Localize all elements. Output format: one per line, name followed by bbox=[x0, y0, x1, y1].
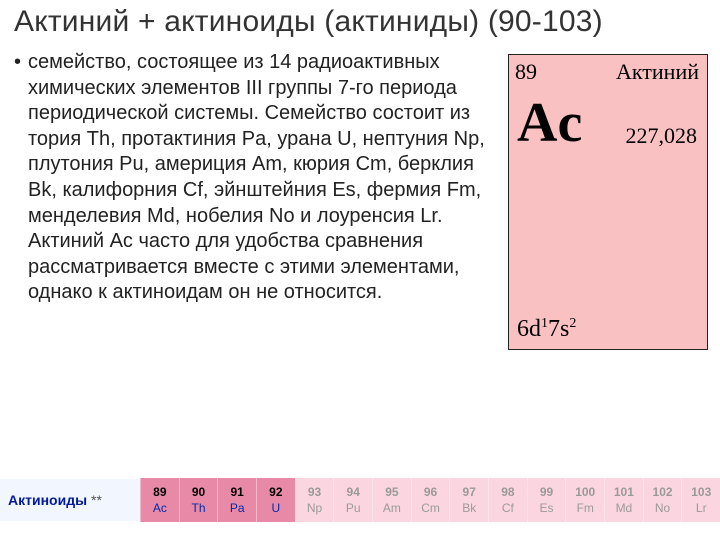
strip-cell-no: 102No bbox=[643, 478, 682, 522]
strip-cell-symbol: Pa bbox=[230, 500, 245, 516]
strip-cell-number: 92 bbox=[269, 484, 282, 500]
strip-cell-np: 93Np bbox=[295, 478, 334, 522]
strip-cell-number: 102 bbox=[653, 484, 673, 500]
slide-title: Актиний + актиноиды (актиниды) (90-103) bbox=[14, 4, 708, 40]
strip-cell-symbol: Fm bbox=[577, 500, 594, 516]
strip-cell-u: 92U bbox=[256, 478, 295, 522]
strip-cell-cm: 96Cm bbox=[411, 478, 450, 522]
strip-cell-number: 91 bbox=[231, 484, 244, 500]
strip-cell-number: 93 bbox=[308, 484, 321, 500]
body-bullet: семейство, состоящее из 14 радиоактивных… bbox=[28, 50, 498, 306]
element-configuration: 6d17s2 bbox=[517, 316, 576, 343]
body-text-block: семейство, состоящее из 14 радиоактивных… bbox=[14, 50, 500, 306]
strip-label: Актиноиды bbox=[8, 492, 87, 508]
content-row: семейство, состоящее из 14 радиоактивных… bbox=[14, 50, 708, 350]
strip-cell-number: 95 bbox=[385, 484, 398, 500]
strip-cell-number: 90 bbox=[192, 484, 205, 500]
strip-cell-number: 103 bbox=[691, 484, 711, 500]
strip-cell-md: 101Md bbox=[604, 478, 643, 522]
strip-cell-symbol: Np bbox=[307, 500, 322, 516]
strip-label-cell: Актиноиды ** bbox=[0, 478, 140, 522]
strip-cell-symbol: Cm bbox=[421, 500, 440, 516]
strip-cell-ac: 89Ac bbox=[140, 478, 179, 522]
strip-cell-number: 100 bbox=[575, 484, 595, 500]
strip-cell-fm: 100Fm bbox=[565, 478, 604, 522]
strip-cell-am: 95Am bbox=[372, 478, 411, 522]
actinoid-strip: Актиноиды ** 89Ac90Th91Pa92U93Np94Pu95Am… bbox=[0, 478, 720, 522]
strip-cell-symbol: Pu bbox=[346, 500, 361, 516]
strip-cell-symbol: U bbox=[272, 500, 281, 516]
strip-cell-number: 101 bbox=[614, 484, 634, 500]
element-card: 89 Актиний Ac 227,028 6d17s2 bbox=[508, 54, 708, 350]
element-name: Актиний bbox=[616, 59, 699, 85]
strip-cell-es: 99Es bbox=[527, 478, 566, 522]
strip-cell-symbol: Am bbox=[383, 500, 401, 516]
strip-cell-symbol: Lr bbox=[696, 500, 707, 516]
slide: Актиний + актиноиды (актиниды) (90-103) … bbox=[0, 0, 720, 540]
element-mass: 227,028 bbox=[626, 123, 698, 149]
strip-cell-number: 99 bbox=[540, 484, 553, 500]
strip-cell-number: 89 bbox=[153, 484, 166, 500]
strip-cell-symbol: Th bbox=[192, 500, 206, 516]
strip-cell-cf: 98Cf bbox=[488, 478, 527, 522]
strip-cell-number: 98 bbox=[501, 484, 514, 500]
strip-cell-bk: 97Bk bbox=[449, 478, 488, 522]
strip-cell-symbol: Md bbox=[616, 500, 633, 516]
strip-cell-number: 94 bbox=[347, 484, 360, 500]
strip-cell-symbol: Bk bbox=[462, 500, 476, 516]
strip-cell-symbol: Ac bbox=[153, 500, 167, 516]
element-number: 89 bbox=[515, 59, 537, 85]
strip-cell-symbol: No bbox=[655, 500, 670, 516]
element-symbol: Ac bbox=[517, 91, 582, 155]
strip-cell-lr: 103Lr bbox=[681, 478, 720, 522]
strip-cell-pu: 94Pu bbox=[333, 478, 372, 522]
strip-cell-th: 90Th bbox=[179, 478, 218, 522]
strip-asterisks: ** bbox=[91, 492, 102, 508]
strip-cell-number: 97 bbox=[463, 484, 476, 500]
strip-cell-pa: 91Pa bbox=[217, 478, 256, 522]
strip-cell-symbol: Es bbox=[540, 500, 554, 516]
strip-cell-symbol: Cf bbox=[502, 500, 514, 516]
strip-cell-number: 96 bbox=[424, 484, 437, 500]
